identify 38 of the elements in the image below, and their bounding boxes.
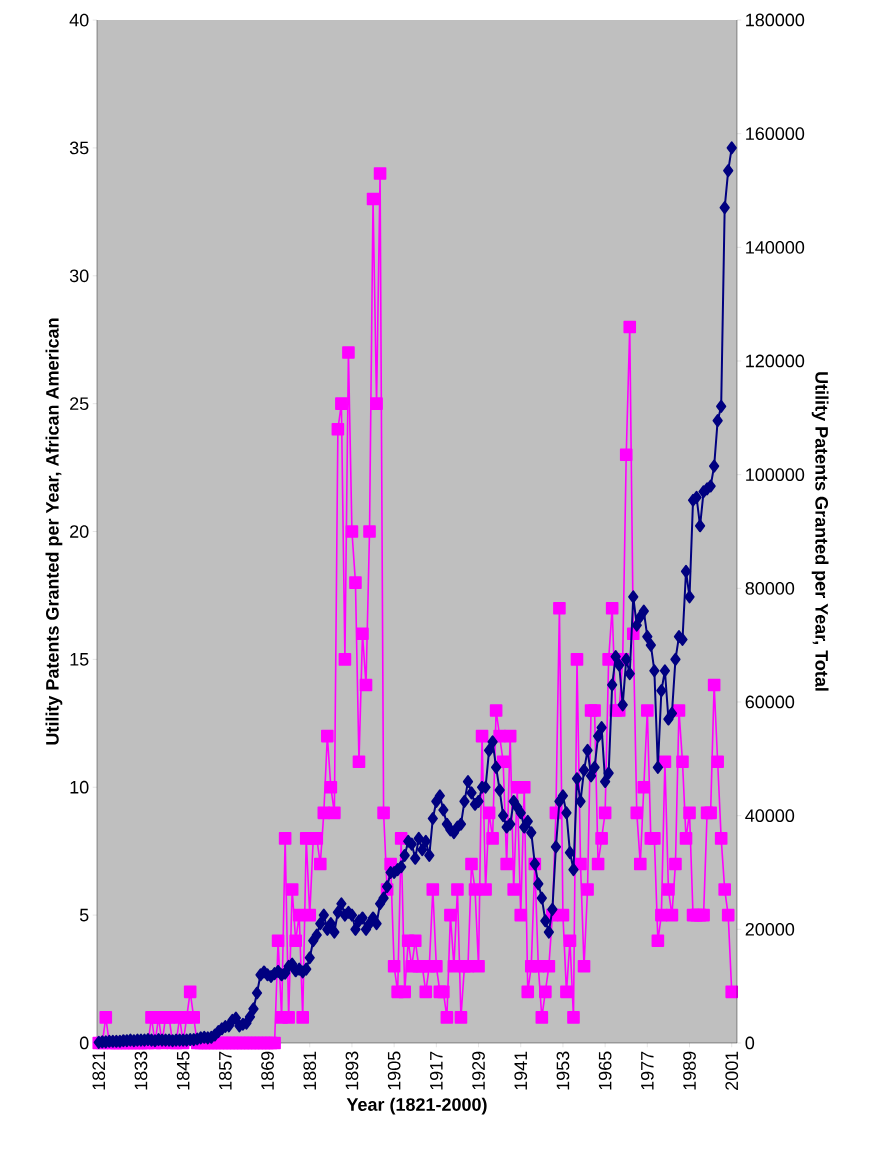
y2-tick-label: 20000 bbox=[745, 922, 795, 936]
y-tick-label: 10 bbox=[70, 780, 89, 794]
x-axis-title: Year (1821-2000) bbox=[346, 1097, 487, 1115]
y-tick-label: 20 bbox=[70, 525, 89, 538]
x-tick-label: 1929 bbox=[472, 1051, 485, 1090]
y2-tick-label: 180000 bbox=[746, 13, 805, 27]
y2-tick-label: 80000 bbox=[745, 581, 795, 595]
x-tick-label: 1881 bbox=[303, 1051, 317, 1090]
x-tick-label: 1965 bbox=[598, 1051, 612, 1090]
y2-tick-label: 160000 bbox=[746, 127, 805, 141]
y-tick-label: 25 bbox=[70, 397, 89, 411]
x-tick-label: 1869 bbox=[261, 1051, 274, 1090]
x-tick-label: 1893 bbox=[345, 1051, 359, 1090]
y2-tick-label: 120000 bbox=[746, 354, 805, 368]
y2-tick-label: 60000 bbox=[745, 695, 795, 709]
y2-tick-label: 100000 bbox=[746, 468, 805, 482]
x-tick-label: 1833 bbox=[134, 1051, 148, 1090]
x-tick-label: 1905 bbox=[387, 1051, 401, 1090]
x-tick-label: 1953 bbox=[556, 1051, 570, 1090]
y-axis-title: Utility Patents Granted per Year, African American bbox=[45, 318, 63, 745]
y-tick-label: 5 bbox=[79, 908, 89, 922]
x-tick-label: 1917 bbox=[429, 1051, 443, 1090]
x-tick-label: 1977 bbox=[640, 1051, 654, 1090]
y2-axis-title: Utility Patents Granted per Year, Total bbox=[811, 372, 829, 691]
y-tick-label: 0 bbox=[79, 1036, 89, 1050]
y2-tick-label: 0 bbox=[745, 1036, 755, 1050]
y-tick-label: 15 bbox=[70, 653, 89, 666]
x-tick-label: 2001 bbox=[725, 1051, 739, 1090]
x-tick-label: 1989 bbox=[683, 1051, 696, 1090]
y-tick-label: 40 bbox=[69, 13, 89, 27]
x-tick-label: 1845 bbox=[176, 1051, 190, 1090]
y-tick-label: 30 bbox=[69, 269, 89, 283]
x-tick-label: 1821 bbox=[92, 1051, 106, 1090]
y2-tick-label: 140000 bbox=[746, 240, 805, 254]
x-tick-label: 1941 bbox=[514, 1051, 528, 1090]
x-tick-label: 1857 bbox=[218, 1051, 232, 1090]
y2-tick-label: 40000 bbox=[745, 809, 795, 823]
y-tick-label: 35 bbox=[69, 141, 89, 155]
